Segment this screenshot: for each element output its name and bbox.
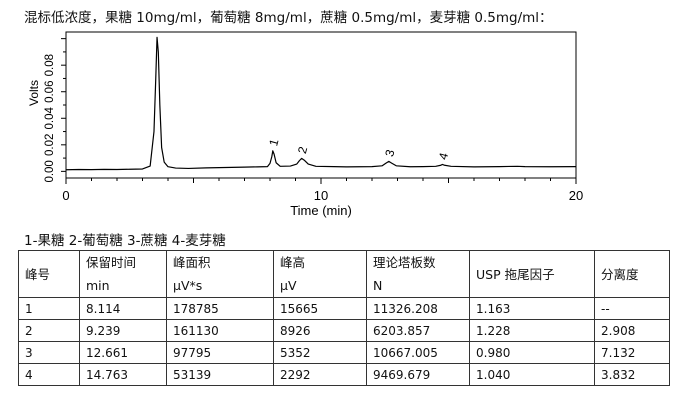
header-unit: N <box>373 278 383 293</box>
table-cell: 6203.857 <box>366 319 470 342</box>
y-tick-label: 0.02 <box>44 134 56 156</box>
header-unit: μV*s <box>173 278 203 293</box>
table-cell: 7.132 <box>594 341 670 364</box>
chromatogram-line <box>65 36 577 171</box>
header-label: 峰号 <box>25 266 51 282</box>
table-cell: 14.763 <box>79 363 167 386</box>
peak-annotation: 1 <box>266 137 281 147</box>
table-cell: 15665 <box>273 297 367 320</box>
header-unit: min <box>86 278 110 293</box>
header-cell: 保留时间 min <box>79 250 167 298</box>
peak-legend: 1-果糖 2-葡萄糖 3-蔗糖 4-麦芽糖 <box>24 233 226 249</box>
table-cell: 9469.679 <box>366 363 470 386</box>
header-label: 理论塔板数 <box>373 255 436 270</box>
table-cell: 8926 <box>273 319 367 342</box>
chromatogram-chart: 0.00 0.02 0.04 0.06 0.08 0 10 20 Time (min) Volts… <box>27 31 583 218</box>
table-row: 4 14.763 53139 2292 9469.679 1.040 3.832 <box>18 363 670 386</box>
header-label: 保留时间 <box>86 255 137 270</box>
table-cell: 12.661 <box>79 341 167 364</box>
header-cell: 理论塔板数 N <box>366 250 470 298</box>
table-cell: 161130 <box>166 319 274 342</box>
table-cell: 2292 <box>273 363 367 386</box>
y-tick-label: 0.00 <box>44 160 56 182</box>
header-cell: USP 拖尾因子 <box>469 250 595 298</box>
table-cell: 178785 <box>166 297 274 320</box>
table-cell: 3 <box>18 341 80 364</box>
table-cell: 0.980 <box>469 341 595 364</box>
table-cell: 10667.005 <box>366 341 470 364</box>
x-axis-label: Time (min) <box>290 203 352 218</box>
chart-labels: 0.00 0.02 0.04 0.06 0.08 0 10 20 Time (min) Volts… <box>27 54 583 218</box>
chart-series <box>65 36 577 171</box>
table-cell: 1.228 <box>469 319 595 342</box>
y-tick-label: 0.06 <box>44 81 56 103</box>
table-cell: 1.040 <box>469 363 595 386</box>
x-tick-label: 20 <box>569 188 583 203</box>
plot-frame <box>65 31 577 179</box>
header-label: 分离度 <box>601 266 639 282</box>
header-cell: 峰高 μV <box>273 250 367 298</box>
table-header-row: 峰号 保留时间 min 峰面积 μV*s 峰高 μV 理论塔板数 N USP 拖尾因子 分离度 <box>18 250 670 298</box>
header-cell: 分离度 <box>594 250 670 298</box>
header-label: USP 拖尾因子 <box>476 266 555 282</box>
table-cell: 1.163 <box>469 297 595 320</box>
table-cell: 8.114 <box>79 297 167 320</box>
table-row: 1 8.114 178785 15665 11326.208 1.163 -- <box>18 297 670 320</box>
table-cell: 1 <box>18 297 80 320</box>
table-row: 3 12.661 97795 5352 10667.005 0.980 7.132 <box>18 341 670 364</box>
y-tick-label: 0.08 <box>44 54 56 76</box>
header-label: 峰面积 <box>173 255 211 270</box>
header-label: 峰高 <box>280 255 306 270</box>
table-cell: 11326.208 <box>366 297 470 320</box>
table-cell: 4 <box>18 363 80 386</box>
header-cell: 峰面积 μV*s <box>166 250 274 298</box>
x-tick-label: 0 <box>62 188 69 203</box>
header-unit: μV <box>280 278 297 293</box>
peak-annotation: 4 <box>436 151 451 161</box>
table-cell: 9.239 <box>79 319 167 342</box>
header-cell: 峰号 <box>18 250 80 298</box>
table-cell: 2.908 <box>594 319 670 342</box>
table-cell: 5352 <box>273 341 367 364</box>
y-axis-label: Volts <box>27 80 41 106</box>
peak-annotation: 3 <box>382 148 397 158</box>
table-row: 2 9.239 161130 8926 6203.857 1.228 2.908 <box>18 319 670 342</box>
table-cell: 53139 <box>166 363 274 386</box>
peak-annotation: 2 <box>295 145 310 155</box>
y-tick-label: 0.04 <box>44 106 56 129</box>
table-cell: -- <box>594 297 670 320</box>
table-cell: 3.832 <box>594 363 670 386</box>
table-cell: 97795 <box>166 341 274 364</box>
table-cell: 2 <box>18 319 80 342</box>
page-heading: 混标低浓度，果糖 10mg/ml，葡萄糖 8mg/ml，蔗糖 0.5mg/ml，… <box>24 10 553 26</box>
chart-axes <box>61 31 577 184</box>
x-tick-label: 10 <box>314 188 328 203</box>
